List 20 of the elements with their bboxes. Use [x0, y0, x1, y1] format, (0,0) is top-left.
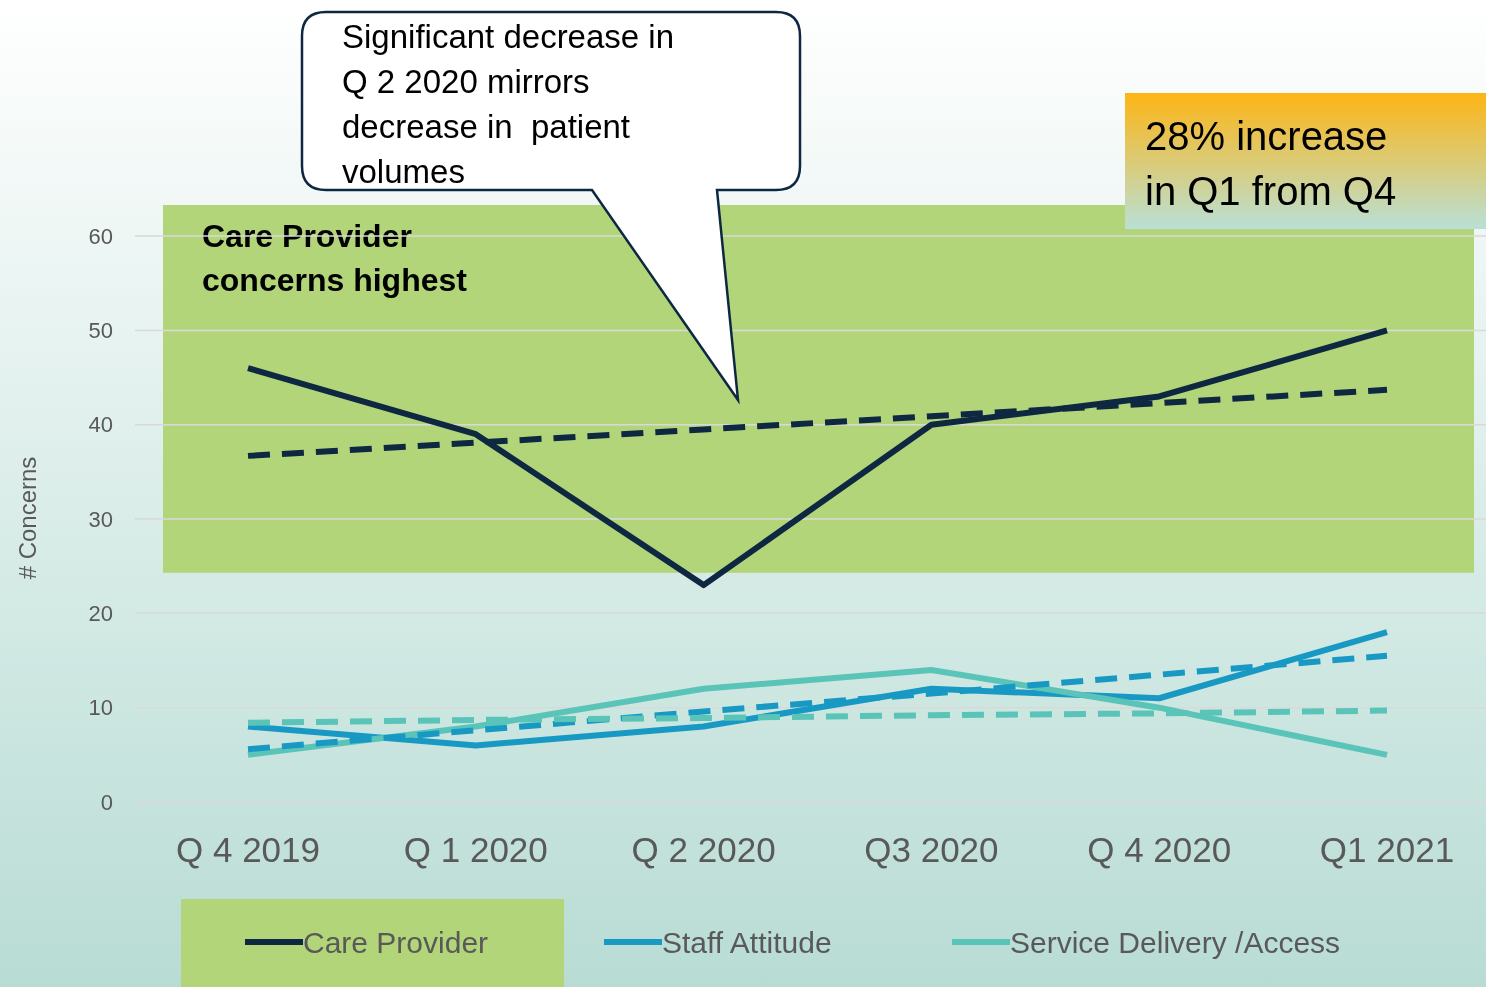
x-tick-label: Q 1 2020	[403, 830, 548, 869]
y-tick-label: 10	[88, 695, 113, 721]
y-tick-label: 60	[88, 223, 113, 249]
x-tick-label: Q1 2021	[1319, 830, 1455, 869]
x-tick-label: Q 2 2020	[631, 830, 776, 869]
y-tick-label: 20	[88, 601, 113, 627]
x-tick-label: Q 4 2019	[176, 830, 320, 869]
text: Significant decrease in Q 2 2020 mirrors decrease in patient volumes	[342, 18, 675, 190]
y-tick-label: 40	[88, 412, 113, 438]
x-tick-label: Q 4 2020	[1087, 830, 1232, 869]
y-tick-label: 50	[88, 318, 113, 344]
y-tick-label: 0	[100, 789, 113, 815]
annotation: 28% increase in Q1 from Q4	[1145, 114, 1397, 213]
y-tick-label: 30	[88, 506, 113, 532]
legend-label: Service Delivery /Access	[1010, 925, 1341, 959]
y-axis-title: # Concerns	[14, 456, 41, 580]
legend-label: Care Provider	[303, 925, 489, 959]
legend-label: Staff Attitude	[662, 925, 832, 959]
band-label: Care Provider concerns highest	[202, 218, 468, 298]
x-tick-label: Q3 2020	[864, 830, 999, 869]
